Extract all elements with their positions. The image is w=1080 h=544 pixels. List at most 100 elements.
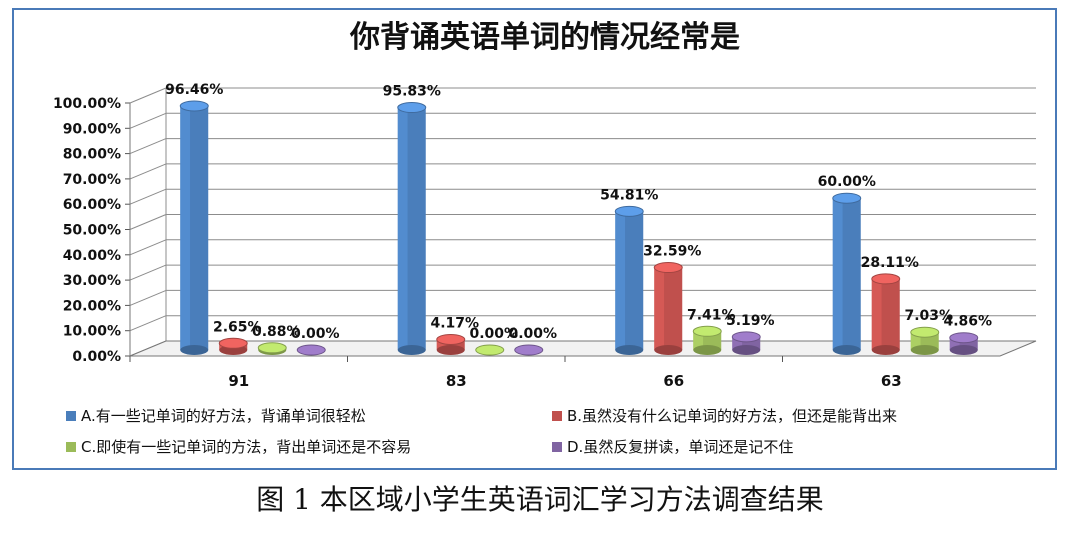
legend-item: B.虽然没有什么记单词的好方法，但还是能背出来 — [552, 407, 897, 425]
legend-item: D.虽然反复拼读，单词还是记不住 — [552, 438, 793, 456]
legend-item: A.有一些记单词的好方法，背诵单词很轻松 — [66, 407, 366, 425]
bar-highlight — [949, 337, 960, 350]
bar — [436, 333, 466, 355]
bars — [179, 100, 979, 356]
legend-swatch — [66, 411, 76, 421]
floor — [129, 340, 1037, 357]
bar-chart: 你背诵英语单词的情况经常是 0.00% 10.00% 20.00% 30.00% 40.… — [53, 20, 1037, 456]
data-labels: 96.46%2.65%0.88%0.00%95.83%4.17%0.00%0.0… — [165, 82, 992, 342]
chart-title: 你背诵英语单词的情况经常是 — [349, 20, 740, 55]
legend-swatch — [552, 411, 562, 421]
bar-top — [949, 332, 979, 344]
bar-base — [871, 345, 900, 355]
bar — [949, 332, 979, 355]
gridline-wall — [129, 214, 167, 230]
bar-top — [910, 326, 940, 338]
y-tick-label: 50.00% — [63, 223, 121, 239]
y-tick-label: 0.00% — [72, 349, 121, 365]
bar-top — [692, 325, 722, 337]
data-label: 4.86% — [943, 314, 992, 330]
data-label: 2.65% — [213, 319, 262, 335]
bar-top — [257, 342, 287, 354]
y-tick-label: 40.00% — [63, 248, 121, 264]
bar-highlight — [732, 336, 743, 350]
bar — [257, 342, 287, 355]
legend: A.有一些记单词的好方法，背诵单词很轻松 B.虽然没有什么记单词的好方法，但还是能… — [66, 407, 897, 456]
data-label: 0.00% — [291, 326, 340, 342]
gridlines — [129, 87, 1036, 357]
bar — [910, 326, 940, 355]
bar-highlight — [654, 267, 665, 350]
y-tick-label: 20.00% — [63, 298, 121, 314]
bar-highlight — [180, 105, 191, 350]
bar-highlight — [615, 211, 626, 350]
data-label: 32.59% — [643, 244, 701, 260]
y-tick-label: 80.00% — [63, 147, 121, 163]
bar-base — [654, 345, 683, 355]
y-tick-label: 30.00% — [63, 273, 121, 289]
y-tick-label: 90.00% — [63, 121, 121, 137]
data-label: 0.00% — [508, 326, 557, 342]
bar — [731, 331, 761, 355]
bar-base — [949, 345, 978, 355]
bar-highlight — [832, 198, 843, 350]
bar-base — [615, 345, 644, 355]
x-tick-label: 91 — [228, 372, 249, 390]
bar — [475, 344, 505, 356]
data-label: 0.00% — [469, 326, 518, 342]
legend-item: C.即使有一些记单词的方法，背出单词还是不容易 — [66, 438, 411, 456]
data-label: 5.19% — [726, 313, 775, 329]
bar-top — [871, 273, 901, 285]
bar-top — [832, 192, 862, 204]
bar-top — [179, 100, 209, 112]
bar-top — [436, 333, 466, 345]
bar-top — [218, 337, 248, 349]
gridline-wall — [129, 264, 167, 281]
legend-swatch — [66, 442, 76, 452]
gridline-wall — [129, 112, 167, 129]
gridline-wall — [129, 188, 167, 205]
bar-base — [397, 345, 426, 355]
data-label: 4.17% — [430, 315, 479, 331]
axes: 0.00% 10.00% 20.00% 30.00% 40.00% 50.00% 60.00… — [53, 88, 1037, 390]
bar-base — [732, 345, 761, 355]
data-label: 96.46% — [165, 82, 223, 98]
data-label: 28.11% — [861, 255, 919, 271]
legend-label: D.虽然反复拼读，单词还是记不住 — [567, 438, 793, 456]
data-label: 7.03% — [904, 308, 953, 324]
data-label: 95.83% — [383, 84, 441, 100]
bar-base — [832, 345, 861, 355]
bar-top — [614, 205, 644, 217]
bar-highlight — [910, 332, 921, 350]
bar-highlight — [397, 107, 408, 350]
gridline-wall — [129, 239, 167, 256]
bar-highlight — [693, 331, 704, 350]
bar — [692, 325, 722, 355]
figure-caption: 图 1 本区域小学生英语词汇学习方法调查结果 — [256, 483, 824, 516]
bar-highlight — [436, 339, 447, 350]
bar-top — [731, 331, 761, 343]
bar — [514, 344, 544, 356]
y-tick-label: 100.00% — [53, 96, 121, 112]
bar-top — [653, 262, 683, 274]
bar-top — [514, 344, 544, 356]
bar-top — [397, 102, 427, 114]
bar — [218, 337, 248, 355]
bar — [296, 344, 326, 356]
bar — [397, 102, 427, 355]
bar-base — [180, 345, 209, 355]
x-tick-label: 83 — [446, 372, 467, 390]
bar — [832, 192, 862, 355]
bar — [614, 205, 644, 355]
gridline-wall — [129, 87, 167, 104]
bar — [871, 273, 901, 355]
data-label: 54.81% — [600, 187, 658, 203]
y-tick-label: 60.00% — [63, 197, 121, 213]
bar-base — [436, 345, 465, 355]
bar-base — [693, 345, 722, 355]
x-tick-label: 66 — [663, 372, 684, 390]
bar — [179, 100, 209, 355]
gridline-wall — [129, 163, 167, 180]
legend-swatch — [552, 442, 562, 452]
bar-base — [910, 345, 939, 355]
